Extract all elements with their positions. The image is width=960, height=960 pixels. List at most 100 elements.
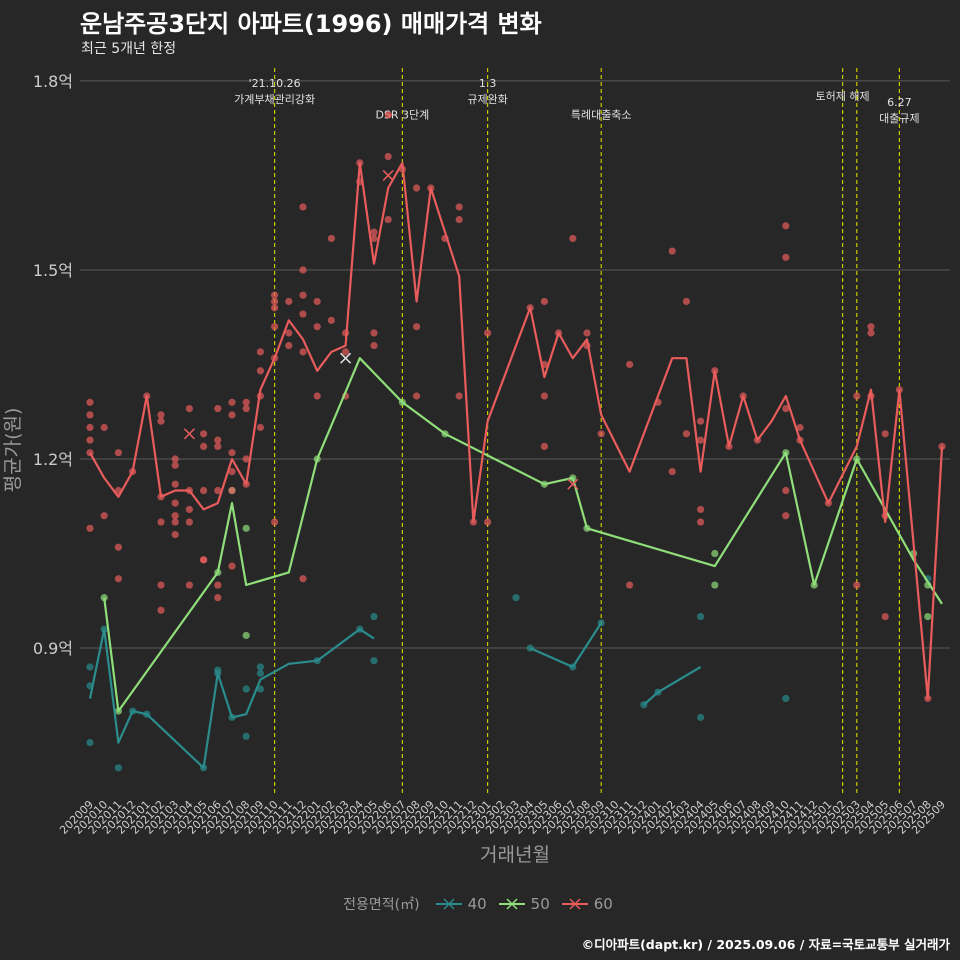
data-point-60 [384,152,392,161]
data-point-60 [114,543,122,551]
event-label: 대출규제 [879,112,919,125]
data-point-60 [782,222,790,230]
data-point-60 [327,316,335,324]
data-point-60 [697,505,705,514]
data-point-60 [100,512,108,520]
data-point-60 [413,392,421,400]
data-point-60 [256,367,264,375]
data-point-50 [711,549,719,558]
data-point-40 [114,764,122,772]
data-point-60 [370,234,378,243]
highlight-cross-60 [183,428,195,440]
data-point-40 [86,663,94,671]
legend-item-60: 60 [560,894,613,914]
legend-label-40: 40 [467,895,487,913]
data-point-60 [157,417,165,425]
data-point-60 [157,518,165,526]
data-point-40 [370,657,378,665]
chart-subtitle: 최근 5개년 한정 [81,41,177,57]
data-point-40 [256,669,264,677]
data-point-60 [626,581,634,589]
data-point-60 [413,323,421,331]
y-tick-label: 1.5억 [33,261,73,280]
data-point-60 [313,297,321,306]
data-point-60 [171,512,179,520]
data-point-60 [86,436,94,444]
legend-title: 전용면적(㎡) [343,897,420,913]
data-point-60 [271,304,279,312]
data-point-60 [697,518,705,526]
data-point-60 [697,417,705,425]
data-point-40 [242,685,250,693]
data-point-60 [157,581,165,589]
data-point-60 [157,606,165,614]
source-caption: ©디아파트(dapt.kr) / 2025.09.06 / 자료=국토교통부 실… [581,937,950,952]
data-point-60 [271,297,279,306]
highlight-cross-50 [340,352,352,364]
y-axis-ticks: 0.9억 1.2억 1.5억 1.8억 [33,72,73,658]
data-point-60 [256,423,264,432]
data-point-60 [370,341,378,350]
data-point-60 [171,531,179,539]
data-point-60 [171,455,179,463]
data-point-60 [782,486,790,495]
data-point-40 [256,663,264,671]
x-axis-label: 거래년월 [480,844,550,866]
data-point-50 [242,524,250,532]
data-point-60 [285,297,293,306]
data-point-60 [867,329,875,337]
series-line-40 [88,628,375,769]
data-point-60 [853,581,861,589]
data-point-40 [782,694,790,703]
data-point-60 [682,297,691,306]
event-marker-dot [384,111,392,119]
event-label: 6.27 [887,96,912,109]
series-line-40 [529,622,603,669]
data-point-60 [327,234,335,243]
legend-key-40-icon [435,898,462,910]
data-point-60 [200,556,208,564]
data-point-60 [540,392,549,400]
average-price-lines [88,161,944,769]
data-point-40 [512,594,520,602]
data-point-60 [455,203,463,211]
data-point-60 [299,575,307,583]
data-point-60 [228,411,236,419]
y-axis-label: 평균가(원) [2,408,24,493]
data-point-60 [484,329,492,337]
data-point-60 [285,341,293,350]
data-point-60 [171,480,179,488]
data-point-60 [881,612,889,621]
data-point-60 [214,594,222,602]
transaction-points [86,152,946,772]
data-point-60 [242,455,250,463]
event-label: DSR 3단계 [375,109,429,122]
data-point-60 [228,486,236,495]
data-point-60 [271,518,279,526]
legend-key-50-icon [498,898,525,910]
event-label: '21.10.26 [249,77,301,90]
data-point-60 [299,348,307,356]
data-point-60 [228,449,236,457]
data-point-40 [697,713,705,721]
data-point-60 [256,348,264,356]
data-point-60 [228,398,236,406]
data-point-60 [569,234,577,243]
highlight-cross-60 [382,169,394,181]
data-point-60 [370,228,378,236]
y-tick-label: 1.2억 [33,450,73,469]
data-point-60 [86,524,94,532]
data-point-60 [271,323,279,331]
data-point-60 [185,518,193,526]
data-point-60 [299,310,307,318]
legend: 전용면적(㎡) 40 50 60 [0,894,960,914]
legend-item-40: 40 [434,894,487,914]
data-point-60 [455,392,463,400]
data-point-60 [271,291,279,299]
x-axis-ticks: 2020092020102020112020122021012021022021… [57,798,948,837]
highlight-cross-60 [567,478,579,490]
data-point-60 [285,329,293,337]
data-point-60 [881,430,889,438]
